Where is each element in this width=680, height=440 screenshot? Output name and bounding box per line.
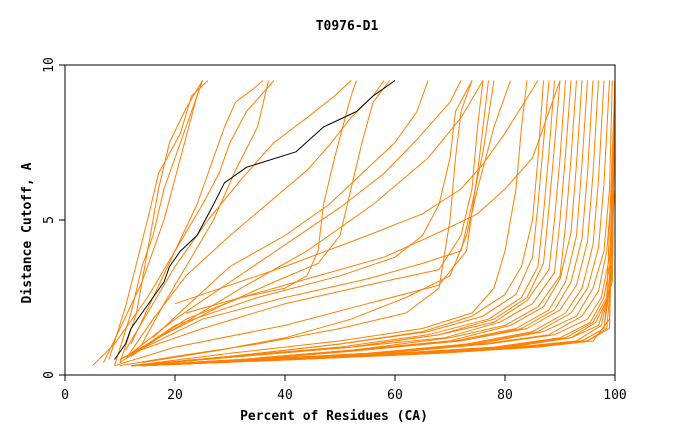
series-line-9 <box>125 80 352 351</box>
series-line-11 <box>152 80 429 339</box>
series-line-7 <box>130 80 264 345</box>
y-tick-label: 5 <box>42 216 57 224</box>
series-line-46 <box>141 80 616 367</box>
y-axis: 0 5 10 <box>42 57 65 379</box>
series-line-20 <box>174 80 539 305</box>
series-line-highlight <box>114 80 396 360</box>
series-line-15 <box>130 80 357 357</box>
series-line-19 <box>114 80 489 367</box>
series-line-48 <box>141 80 616 367</box>
series-line-24 <box>130 80 528 367</box>
series-line-50 <box>141 80 616 367</box>
x-tick-label: 40 <box>277 388 293 403</box>
x-tick-label: 60 <box>387 388 403 403</box>
series-line-49 <box>141 80 616 367</box>
chart-title: T0976-D1 <box>316 19 379 34</box>
series-line-33 <box>130 80 588 367</box>
series-line-6 <box>92 80 275 367</box>
x-tick-label: 0 <box>61 388 69 403</box>
series-line-35 <box>130 80 599 367</box>
x-tick-label: 80 <box>497 388 513 403</box>
series-line-12 <box>130 80 462 354</box>
series-line-5 <box>103 80 203 363</box>
series-line-32 <box>130 80 583 367</box>
series-line-21 <box>185 80 561 314</box>
series-line-47 <box>141 80 616 367</box>
series-line-38 <box>130 80 613 367</box>
y-axis-label: Distance Cutoff, A <box>20 162 35 303</box>
x-axis: 0 20 40 60 80 100 <box>61 375 627 403</box>
series-line-8 <box>141 80 269 345</box>
y-tick-label: 10 <box>42 57 57 73</box>
x-axis-label: Percent of Residues (CA) <box>240 409 428 424</box>
y-tick-label: 0 <box>42 371 57 379</box>
x-tick-label: 20 <box>167 388 183 403</box>
series-line-14 <box>119 80 390 360</box>
series-line-29 <box>130 80 566 367</box>
series-line-30 <box>130 80 572 367</box>
series-line-17 <box>119 80 495 360</box>
series-layer <box>92 80 616 367</box>
series-line-18 <box>130 80 484 354</box>
series-line-27 <box>130 80 555 367</box>
series-line-23 <box>141 80 511 364</box>
x-tick-label: 100 <box>603 388 626 403</box>
series-line-26 <box>130 80 550 367</box>
